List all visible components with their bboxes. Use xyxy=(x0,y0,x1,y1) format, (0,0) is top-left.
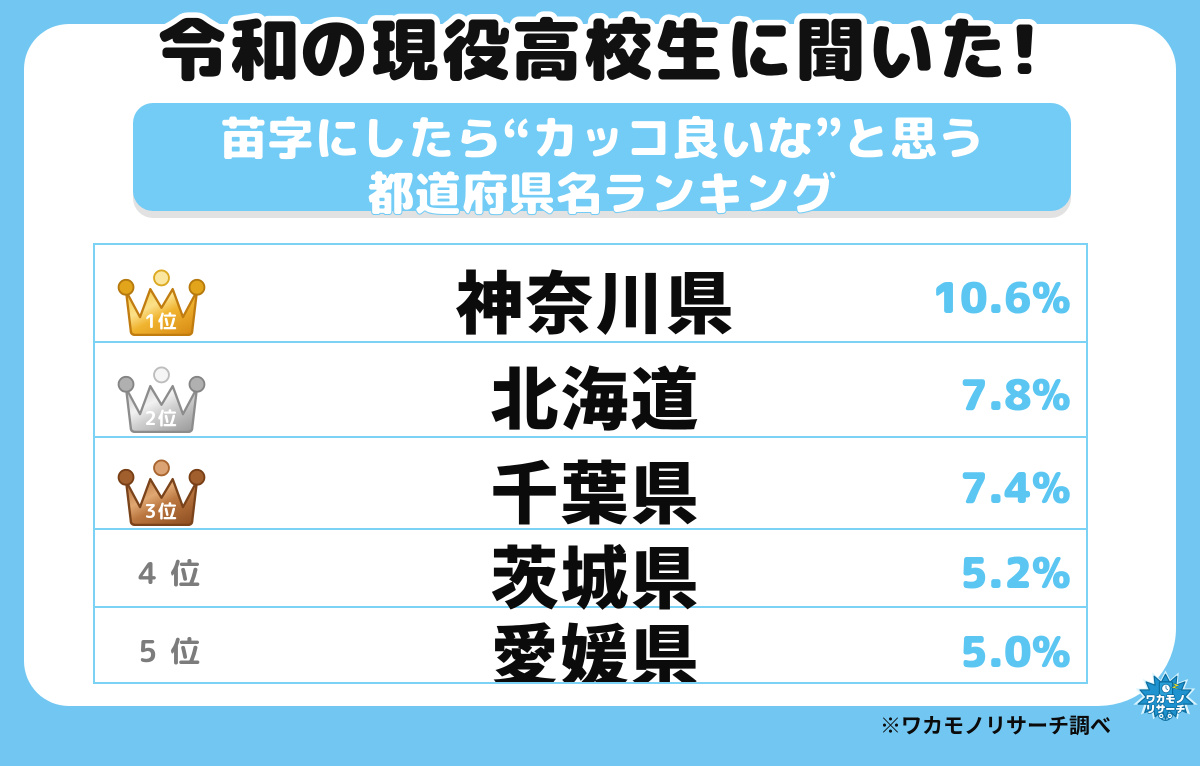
svg-text:リサーチ: リサーチ xyxy=(1146,703,1186,717)
